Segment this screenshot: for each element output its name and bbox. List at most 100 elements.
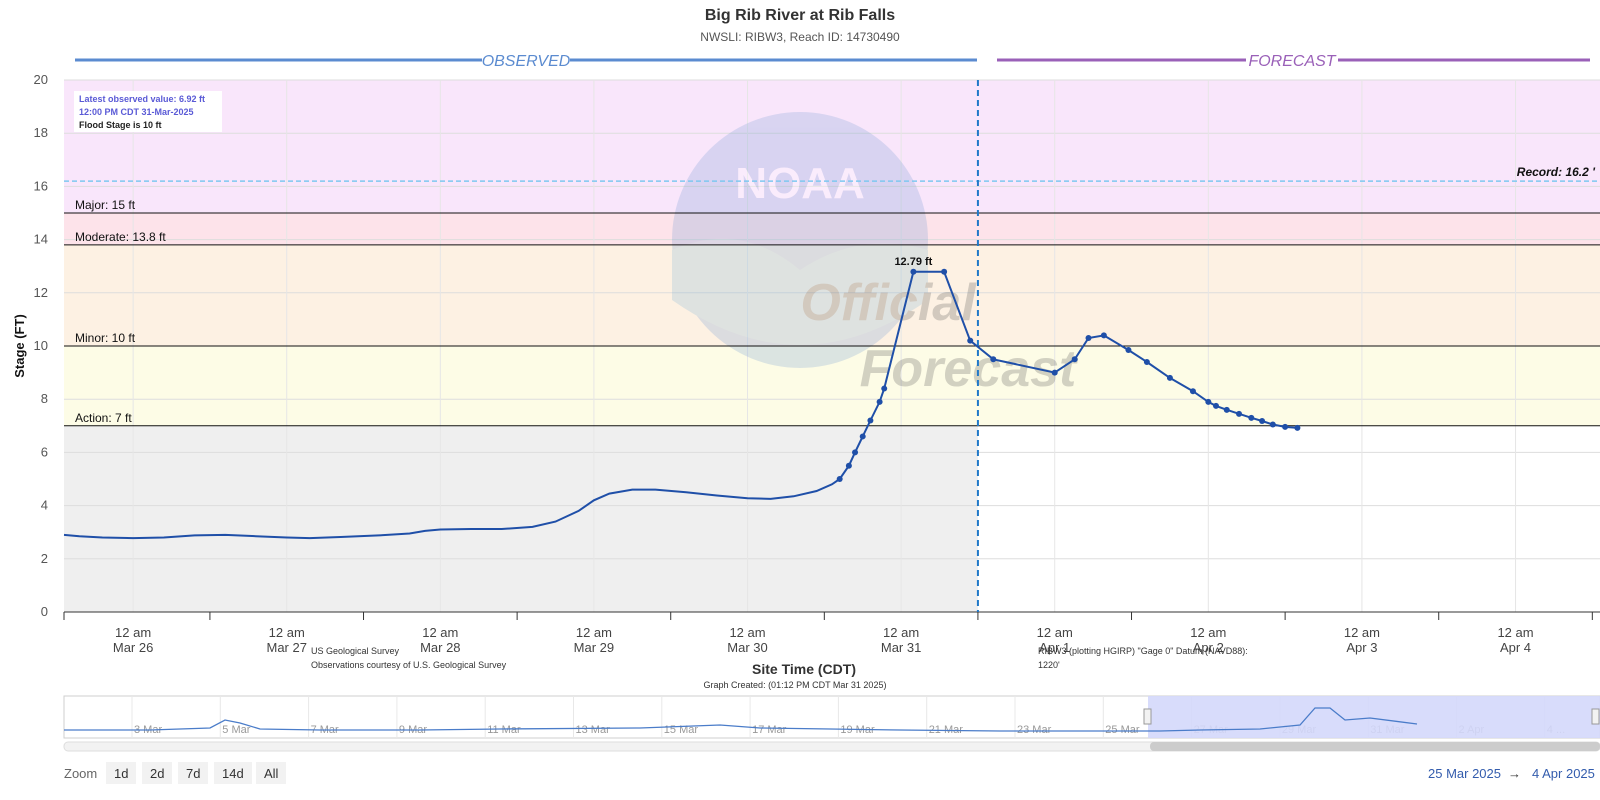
minor-flood-band	[64, 346, 1600, 426]
navigator-date-label: 11 Mar	[487, 724, 521, 736]
y-tick-label: 14	[34, 232, 48, 247]
x-tick-label: 12 am	[1344, 625, 1380, 640]
zoom-label: Zoom	[64, 766, 98, 781]
y-tick-label: 2	[41, 551, 48, 566]
moderate-flood-band	[64, 244, 1600, 346]
svg-text:Official: Official	[800, 274, 977, 332]
observed-point	[1259, 418, 1266, 425]
y-tick-label: 20	[34, 72, 48, 87]
observed-header: OBSERVED	[482, 53, 571, 70]
y-tick-label: 4	[41, 498, 48, 513]
zoom-14d-button[interactable]: 14d	[214, 762, 252, 784]
chart-subtitle: NWSLI: RIBW3, Reach ID: 14730490	[700, 30, 900, 44]
observed-point	[1100, 332, 1107, 339]
observed-point	[1205, 398, 1212, 405]
range-from[interactable]: 25 Mar 2025	[1428, 766, 1501, 781]
record-band	[64, 80, 1600, 213]
range-to[interactable]: 4 Apr 2025	[1532, 766, 1595, 781]
x-tick-date: Mar 30	[727, 640, 767, 655]
zoom-7d-button[interactable]: 7d	[178, 762, 209, 784]
observed-point	[1166, 374, 1173, 381]
observed-point	[990, 356, 997, 363]
observed-point	[1294, 424, 1301, 431]
navigator-date-label: 25 Mar	[1105, 724, 1140, 736]
x-tick-date: Mar 28	[420, 640, 460, 655]
navigator-date-label: 5 Mar	[222, 724, 250, 736]
observed-point	[1248, 414, 1255, 421]
zoom-all-button[interactable]: All	[256, 762, 287, 784]
navigator-date-label: 13 Mar	[576, 724, 611, 736]
zoom-2d-button[interactable]: 2d	[142, 762, 173, 784]
usgs-credit: US Geological Survey	[311, 646, 400, 656]
y-tick-label: 16	[34, 178, 48, 193]
x-tick-label: 12 am	[576, 625, 612, 640]
usgs-observations-credit: Observations courtesy of U.S. Geological…	[311, 660, 507, 670]
peak-label: 12.79 ft	[894, 256, 932, 268]
noaa-watermark: NOAA Official Forecast	[672, 112, 1079, 398]
observed-point	[1269, 421, 1276, 428]
zoom-1d-button[interactable]: 1d	[106, 762, 137, 784]
y-tick-label: 12	[34, 285, 48, 300]
observed-point	[1071, 356, 1078, 363]
svg-text:Forecast: Forecast	[860, 340, 1079, 398]
x-tick-date: Mar 26	[113, 640, 153, 655]
navigator-selection[interactable]	[1148, 696, 1600, 738]
observed-point	[1085, 335, 1092, 342]
observed-point	[1051, 369, 1058, 376]
navigator-date-label: 23 Mar	[1017, 724, 1052, 736]
observed-point	[1282, 423, 1289, 430]
observed-point	[910, 268, 917, 275]
x-tick-label: 12 am	[115, 625, 151, 640]
record-label: Record: 16.2 '	[1517, 165, 1596, 179]
observed-point	[941, 268, 948, 275]
navigator-scrollbar-thumb[interactable]	[1150, 742, 1600, 751]
y-axis-label: Stage (FT)	[12, 314, 27, 378]
observed-point	[1213, 402, 1219, 409]
y-tick-label: 18	[34, 125, 48, 140]
navigator-series-line	[64, 707, 1418, 732]
x-tick-date: Mar 31	[881, 640, 921, 655]
navigator-left-handle[interactable]	[1143, 708, 1152, 725]
observed-point	[836, 476, 843, 482]
y-tick-label: 8	[41, 391, 48, 406]
threshold-label-minor: Minor: 10 ft	[75, 331, 136, 345]
y-tick-label: 0	[41, 604, 48, 619]
flood-stage-text: Flood Stage is 10 ft	[79, 120, 162, 130]
observed-stage-line	[63, 270, 1298, 540]
x-tick-date: Apr 3	[1346, 640, 1377, 655]
x-tick-label: 12 am	[269, 625, 305, 640]
threshold-label-moderate: Moderate: 13.8 ft	[75, 230, 166, 244]
observed-point	[1189, 388, 1196, 395]
x-tick-label: 12 am	[883, 625, 919, 640]
observed-point	[845, 462, 852, 469]
svg-text:NOAA: NOAA	[735, 159, 865, 208]
observed-background	[64, 425, 978, 612]
navigator-date-label: 17 Mar	[752, 724, 787, 736]
observed-point	[881, 385, 888, 392]
x-tick-date: Mar 29	[574, 640, 614, 655]
observed-point	[859, 433, 866, 440]
x-tick-label: 12 am	[1037, 625, 1073, 640]
observed-point	[876, 398, 883, 405]
latest-observation-box: Latest observed value: 6.92 ft 12:00 PM …	[74, 91, 222, 132]
threshold-label-action: Action: 7 ft	[75, 411, 132, 425]
x-tick-label: 12 am	[422, 625, 458, 640]
x-tick-date: Apr 2	[1193, 640, 1224, 655]
x-tick-date: Apr 1	[1039, 640, 1070, 655]
chart-title: Big Rib River at Rib Falls	[704, 7, 896, 24]
forecast-header: FORECAST	[1248, 53, 1336, 70]
datum-note: RIBW3 (plotting HGIRP) "Gage 0" Datum (N…	[1038, 646, 1248, 656]
threshold-label-major: Major: 15 ft	[75, 198, 136, 212]
observed-point	[852, 449, 859, 456]
latest-value-text: Latest observed value: 6.92 ft	[79, 94, 206, 104]
observed-point	[1125, 346, 1132, 353]
observed-point	[1236, 410, 1243, 417]
x-tick-label: 12 am	[1190, 625, 1226, 640]
range-navigator[interactable]: 3 Mar 5 Mar 7 Mar 9 Mar 11 Mar 13 Mar 15 Mar 17…	[0, 692, 1600, 752]
x-tick-label: 12 am	[1497, 625, 1533, 640]
graph-created-text: Graph Created: (01:12 PM CDT Mar 31 2025…	[703, 680, 887, 690]
x-tick-label: 12 am	[729, 625, 765, 640]
observed-point	[1223, 406, 1230, 413]
navigator-right-handle[interactable]	[1591, 708, 1600, 725]
